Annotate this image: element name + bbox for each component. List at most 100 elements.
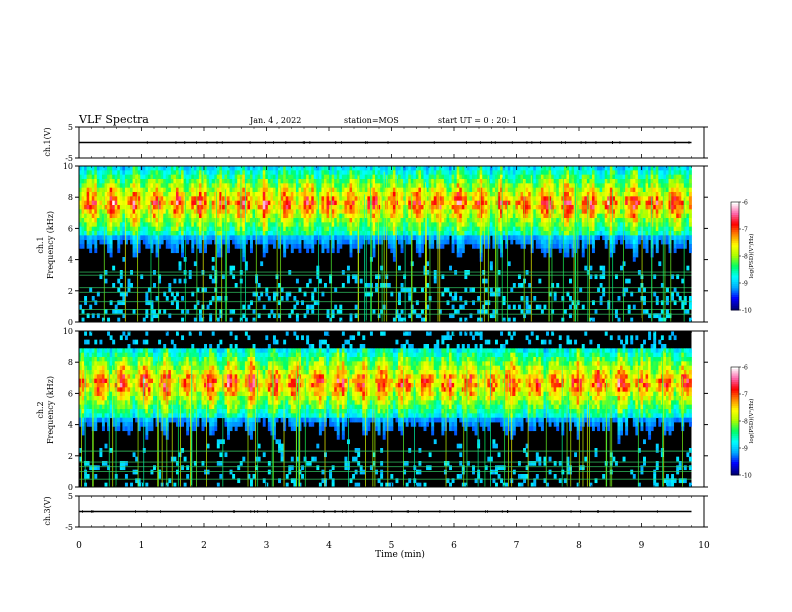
spectrogram-cell: [354, 170, 358, 176]
spectrogram-cell: [326, 200, 330, 206]
spectrogram-cell: [170, 244, 174, 249]
spectrogram-cell: [602, 192, 606, 197]
spectrogram-cell: [484, 222, 488, 228]
spectrogram-cell: [474, 179, 478, 184]
spectrogram-cell: [507, 222, 511, 228]
spectrogram-cell: [316, 183, 320, 189]
spectrogram-cell: [352, 192, 356, 197]
spectrogram-cell: [591, 317, 595, 323]
spectrogram-cell: [285, 179, 289, 184]
spectrogram-cell: [408, 170, 412, 176]
spectrogram-cell: [500, 248, 504, 254]
spectrogram-cell: [390, 248, 394, 254]
spectrogram-cell: [188, 170, 192, 176]
spectrogram-cell: [232, 213, 236, 219]
spectrogram-cell: [530, 196, 534, 202]
spectrogram-cell: [464, 187, 468, 193]
spectrogram-cell: [311, 192, 315, 197]
spectrogram-cell: [96, 218, 100, 223]
spectrogram-cell: [175, 174, 179, 180]
spectrogram-cell: [224, 205, 228, 210]
spectrogram-cell: [84, 231, 88, 236]
spectrogram-cell: [543, 166, 547, 171]
spectrogram-cell: [175, 200, 179, 206]
spectrogram-cell: [489, 265, 493, 271]
spectrogram-cell: [551, 222, 555, 228]
spectrogram-cell: [500, 235, 504, 241]
spectrogram-cell: [620, 213, 623, 219]
spectrogram-cell: [668, 239, 672, 245]
spectrogram-cell: [145, 291, 149, 297]
spectrogram-cell: [188, 179, 192, 184]
spectrogram-cell: [196, 174, 200, 180]
spectrogram-cell: [318, 174, 322, 180]
spectrogram-cell: [329, 231, 333, 236]
spectrogram-cell: [211, 213, 215, 219]
spectrogram-cell: [91, 296, 95, 301]
spectrogram-cell: [142, 231, 146, 236]
spectrogram-cell: [551, 170, 555, 176]
spectrogram-cell: [150, 244, 154, 249]
spectrogram-cell: [244, 205, 248, 210]
spectrogram-cell: [209, 174, 213, 180]
spectrogram-cell: [334, 231, 338, 236]
spectrogram-cell: [262, 239, 266, 245]
spectrogram-cell: [609, 252, 613, 258]
spectrogram-cell: [114, 174, 118, 180]
spectrogram-cell: [484, 278, 488, 284]
spectrogram-cell: [247, 222, 251, 228]
spectrogram-cell: [438, 192, 442, 197]
spectrogram-cell: [420, 196, 424, 202]
spectrogram-cell: [204, 244, 207, 249]
spectrogram-cell: [609, 235, 613, 241]
spectrogram-cell: [298, 235, 302, 241]
spectrogram-cell: [234, 226, 238, 232]
spectrogram-cell: [262, 183, 266, 189]
spectrogram-cell: [306, 213, 310, 219]
spectrogram-cell: [597, 218, 601, 223]
spectrogram-cell: [612, 235, 616, 241]
spectrogram-cell: [114, 183, 118, 189]
spectrogram-cell: [433, 196, 437, 202]
spectrogram-cell: [175, 179, 179, 184]
spectrogram-cell: [260, 170, 264, 176]
spectrogram-cell: [280, 200, 284, 206]
spectrogram-cell: [426, 218, 430, 223]
spectrogram-cell: [359, 192, 363, 197]
spectrogram-cell: [135, 170, 139, 176]
spectrogram-cell: [390, 192, 394, 197]
spectrogram-cell: [423, 222, 427, 228]
spectrogram-cell: [569, 304, 572, 310]
spectrogram-cell: [321, 183, 325, 189]
spectrogram-cell: [405, 218, 409, 223]
spectrogram-cell: [165, 244, 169, 249]
spectrogram-cell: [489, 261, 493, 267]
spectrogram-cell: [219, 244, 223, 249]
spectrogram-cell: [81, 179, 85, 184]
spectrogram-cell: [569, 166, 572, 171]
spectrogram-cell: [594, 170, 598, 176]
spectrogram-cell: [525, 170, 529, 176]
spectrogram-cell: [249, 192, 253, 197]
spectrogram-cell: [620, 174, 623, 180]
spectrogram-cell: [198, 183, 202, 189]
spectrogram-cell: [599, 179, 603, 184]
spectrogram-cell: [528, 196, 532, 202]
spectrogram-cell: [257, 205, 261, 210]
spectrogram-cell: [380, 231, 384, 236]
spectrogram-cell: [446, 300, 450, 306]
spectrogram-cell: [326, 218, 330, 223]
spectrogram-cell: [438, 179, 442, 184]
spectrogram-cell: [398, 183, 401, 189]
spectrogram-cell: [86, 174, 90, 180]
spectrogram-cell: [81, 174, 85, 180]
spectrogram-cell: [160, 174, 164, 180]
spectrogram-cell: [492, 222, 496, 228]
spectrogram-cell: [211, 218, 215, 223]
spectrogram-cell: [515, 174, 519, 180]
spectrogram-cell: [653, 205, 657, 210]
spectrogram-cell: [622, 209, 626, 215]
spectrogram-cell: [216, 244, 220, 249]
spectrogram-cell: [303, 235, 307, 241]
spectrogram-cell: [489, 200, 493, 206]
